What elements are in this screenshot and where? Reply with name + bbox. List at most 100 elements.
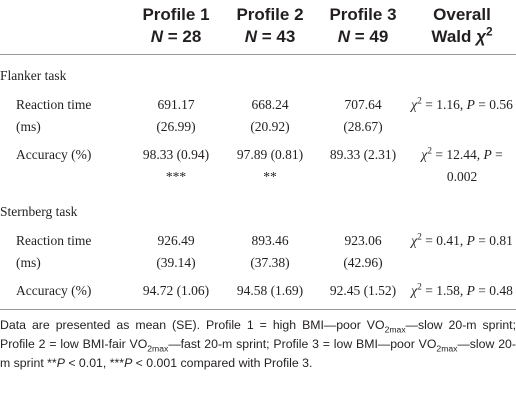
cell-line: 98.33 (0.94) xyxy=(142,147,210,162)
cell-line: Wald χ2 xyxy=(408,24,516,48)
row-label: Accuracy (%) xyxy=(0,277,130,310)
data-row: Reaction time (ms) 926.49 (39.14) 893.46 (37… xyxy=(0,227,516,277)
text-run: P xyxy=(56,356,65,370)
text-run: N xyxy=(150,27,163,46)
stat-cell: χ2 = 12.44, P = 0.002 xyxy=(408,141,516,191)
text-run: = 12.44, xyxy=(431,147,484,162)
text-run: χ xyxy=(421,147,428,162)
data-row: Reaction time (ms) 691.17 (26.99) 668.24 (20… xyxy=(0,91,516,141)
text-run: = 0.81 xyxy=(474,233,513,248)
value-cell: 893.46 (37.38) xyxy=(222,227,318,277)
header-row: Profile 1 N = 28 Profile 2 N = 43 Profile 3 N… xyxy=(0,0,516,55)
data-row: Accuracy (%) 98.33 (0.94) *** 97.89 (0.81) *… xyxy=(0,141,516,191)
text-run: = 1.58, xyxy=(421,283,467,298)
cell-line: 926.49 xyxy=(157,233,195,248)
value-cell: 707.64 (28.67) xyxy=(318,91,408,141)
cell-line: 923.06 xyxy=(344,233,382,248)
value-cell: 98.33 (0.94) *** xyxy=(130,141,222,191)
cell-line: ** xyxy=(263,169,277,184)
text-run: 2 xyxy=(417,96,422,107)
cell-line: Profile 2 xyxy=(236,5,304,24)
text-run: = 28 xyxy=(162,27,202,46)
text-run: 2 xyxy=(427,146,432,157)
cell-line: Overall xyxy=(433,5,491,24)
cell-line: Profile 1 xyxy=(142,5,210,24)
text-run: —slow 20-m sprint ** xyxy=(0,337,516,370)
text-run: 2 xyxy=(417,232,422,243)
text-run: = 0.41, xyxy=(421,233,467,248)
cell-line: *** xyxy=(165,169,187,184)
value-cell: 668.24 (20.92) xyxy=(222,91,318,141)
cell-line: (39.14) xyxy=(156,255,196,270)
text-run: = 43 xyxy=(256,27,296,46)
value-cell: 691.17 (26.99) xyxy=(130,91,222,141)
column-header: Overall Wald χ2 xyxy=(408,0,516,55)
section-title: Sternberg task xyxy=(0,204,78,219)
text-run: —slow 20-m sprint; Profile 2 = low BMI-f… xyxy=(0,318,516,351)
text-run: = 0.002 xyxy=(446,147,503,184)
cell-line: (20.92) xyxy=(250,119,290,134)
cell-line: 668.24 xyxy=(251,97,289,112)
text-run: < 0.01, *** xyxy=(64,356,125,370)
section-title: Flanker task xyxy=(0,68,67,83)
cell-line: (26.99) xyxy=(156,119,196,134)
text-run: 2 xyxy=(417,282,422,293)
value-cell: 89.33 (2.31) xyxy=(318,141,408,191)
table-body: Flanker task Reaction time (ms) 691.17 (26.… xyxy=(0,55,516,310)
cell-line: 94.72 (1.06) xyxy=(142,283,210,298)
text-run: P xyxy=(466,233,475,248)
cell-line: N = 28 xyxy=(130,26,222,48)
column-header: Profile 2 N = 43 xyxy=(222,0,318,55)
row-label: Reaction time (ms) xyxy=(16,97,92,134)
text-run: = 0.48 xyxy=(474,283,513,298)
stat-cell: χ2 = 1.16, P = 0.56 xyxy=(408,91,516,141)
header-empty xyxy=(0,0,130,55)
text-run: Wald xyxy=(431,27,477,46)
text-run: N xyxy=(244,27,257,46)
text-run: P xyxy=(124,356,133,370)
text-run: P xyxy=(466,97,475,112)
cell-line: (42.96) xyxy=(343,255,383,270)
cell-line: 94.58 (1.69) xyxy=(236,283,304,298)
text-run: = 0.56 xyxy=(474,97,513,112)
section-row: Flanker task xyxy=(0,55,516,92)
value-cell: 97.89 (0.81) ** xyxy=(222,141,318,191)
stat-cell: χ2 = 1.58, P = 0.48 xyxy=(408,277,516,310)
text-run: 2max xyxy=(384,324,406,335)
text-run: < 0.001 compared with Profile 3. xyxy=(132,356,313,370)
cell-line: 893.46 xyxy=(251,233,289,248)
footnote: Data are presented as mean (SE). Profile… xyxy=(0,310,516,373)
cell-line: Profile 3 xyxy=(329,5,397,24)
text-run: = 1.16, xyxy=(421,97,467,112)
text-run: Data are presented as mean (SE). Profile… xyxy=(0,318,385,332)
cell-line: N = 49 xyxy=(318,26,408,48)
text-run: χ xyxy=(411,233,418,248)
section-row: Sternberg task xyxy=(0,191,516,227)
text-run: χ xyxy=(411,97,418,112)
text-run: 2 xyxy=(485,24,493,39)
value-cell: 94.72 (1.06) xyxy=(130,277,222,310)
text-run: —fast 20-m sprint; Profile 3 = low BMI—p… xyxy=(168,337,437,351)
text-run: P xyxy=(483,147,492,162)
column-header: Profile 3 N = 49 xyxy=(318,0,408,55)
cell-line: (28.67) xyxy=(343,119,383,134)
data-row: Accuracy (%) 94.72 (1.06) 94.58 (1.69) 92.4… xyxy=(0,277,516,310)
text-run: χ xyxy=(476,27,486,46)
stat-cell: χ2 = 0.41, P = 0.81 xyxy=(408,227,516,277)
cell-line: 707.64 xyxy=(344,97,382,112)
text-run: 2max xyxy=(436,343,458,354)
value-cell: 923.06 (42.96) xyxy=(318,227,408,277)
cell-line: 691.17 xyxy=(157,97,195,112)
cell-line: 97.89 (0.81) xyxy=(236,147,304,162)
text-run: 2max xyxy=(147,343,169,354)
results-table: Profile 1 N = 28 Profile 2 N = 43 Profile 3 N… xyxy=(0,0,516,310)
row-label: Reaction time (ms) xyxy=(16,233,92,270)
value-cell: 926.49 (39.14) xyxy=(130,227,222,277)
value-cell: 94.58 (1.69) xyxy=(222,277,318,310)
cell-line: N = 43 xyxy=(222,26,318,48)
column-header: Profile 1 N = 28 xyxy=(130,0,222,55)
value-cell: 92.45 (1.52) xyxy=(318,277,408,310)
cell-line: (37.38) xyxy=(250,255,290,270)
text-run: = 49 xyxy=(349,27,389,46)
